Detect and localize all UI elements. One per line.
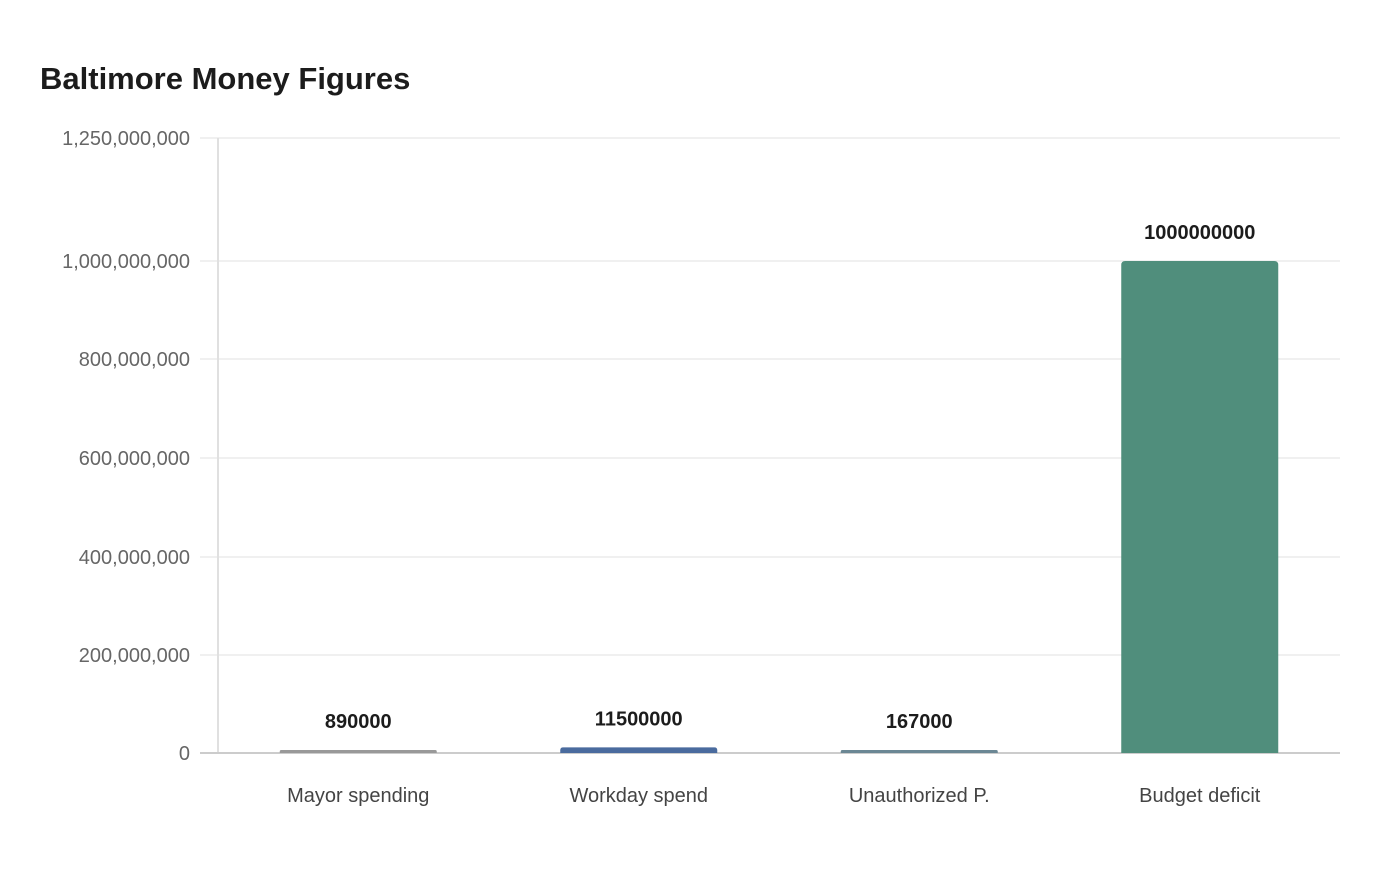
data-label: 1000000000 xyxy=(1144,222,1255,244)
x-tick-label: Workday spend xyxy=(569,785,708,807)
y-tick-label: 800,000,000 xyxy=(79,349,190,371)
bar-budget-deficit xyxy=(1121,261,1279,753)
x-tick-label: Unauthorized P. xyxy=(849,785,990,807)
data-label: 11500000 xyxy=(595,708,683,730)
bar-unauthorized-p xyxy=(840,750,998,753)
chart-title: Baltimore Money Figures xyxy=(40,61,411,96)
x-tick-label: Budget deficit xyxy=(1139,785,1261,807)
data-labels: 890000 11500000 167000 1000000000 xyxy=(325,222,1255,733)
y-tick-label: 400,000,000 xyxy=(79,547,190,569)
y-tick-label: 0 xyxy=(179,743,190,765)
data-label: 890000 xyxy=(325,711,392,733)
y-axis-tick-labels: 0 200,000,000 400,000,000 600,000,000 800,00… xyxy=(62,128,190,765)
x-tick-label: Mayor spending xyxy=(287,785,429,807)
bar-workday-spend xyxy=(560,747,718,753)
x-axis-tick-labels: Mayor spending Workday spend Unauthorized … xyxy=(287,785,1261,807)
bars xyxy=(279,261,1279,753)
y-tick-label: 200,000,000 xyxy=(79,645,190,667)
y-tick-label: 600,000,000 xyxy=(79,448,190,470)
y-tick-label: 1,000,000,000 xyxy=(62,251,190,273)
data-label: 167000 xyxy=(886,711,953,733)
y-tick-label: 1,250,000,000 xyxy=(62,128,190,150)
bar-mayor-spending xyxy=(279,750,437,753)
gridlines xyxy=(200,137,1340,656)
